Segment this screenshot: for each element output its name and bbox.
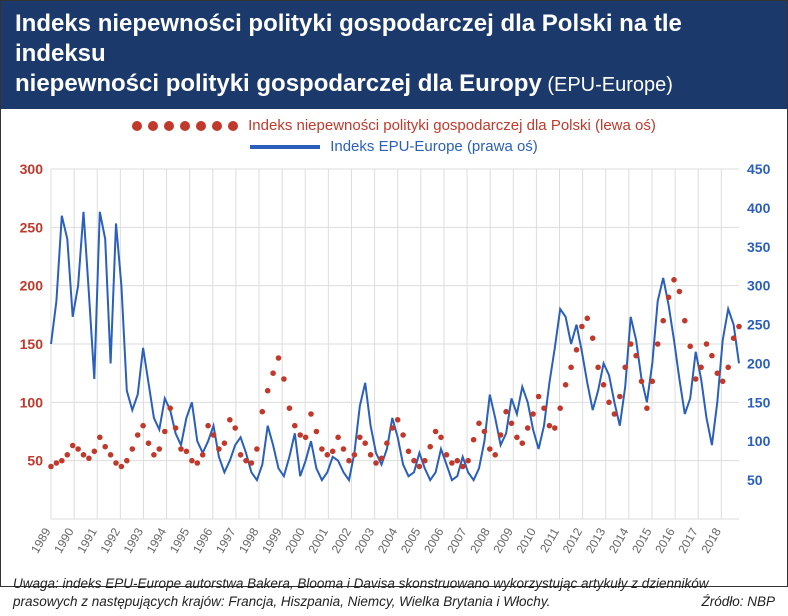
svg-text:250: 250: [747, 317, 771, 333]
chart-area: 50 100 150 200 250 300 50 100 150 200 250 300 350 400…: [1, 159, 788, 569]
title-line2-main: niepewności polityki gospodarczej dla Eu…: [15, 70, 542, 97]
footer-note1-text: Uwaga: indeks EPU-Europe autorstwa Baker…: [13, 576, 709, 591]
series-europe: [51, 212, 739, 480]
svg-text:2005: 2005: [398, 525, 424, 555]
footer: Uwaga: indeks EPU-Europe autorstwa Baker…: [1, 569, 787, 616]
svg-text:2004: 2004: [375, 525, 401, 555]
svg-text:250: 250: [20, 219, 44, 235]
svg-text:450: 450: [747, 161, 771, 177]
legend-poland-label: Indeks niepewności polityki gospodarczej…: [248, 117, 656, 134]
svg-text:300: 300: [20, 161, 44, 177]
legend-europe-marker: [250, 145, 320, 149]
title-line2: niepewności polityki gospodarczej dla Eu…: [15, 69, 773, 99]
legend-dot: [180, 121, 190, 131]
svg-text:1998: 1998: [236, 525, 262, 555]
svg-text:150: 150: [20, 336, 44, 352]
svg-text:150: 150: [747, 394, 771, 410]
series-poland: [48, 277, 742, 469]
svg-text:2001: 2001: [305, 525, 331, 555]
svg-text:200: 200: [20, 278, 44, 294]
chart-header: Indeks niepewności polityki gospodarczej…: [1, 1, 787, 109]
svg-text:350: 350: [747, 239, 771, 255]
svg-text:400: 400: [747, 200, 771, 216]
svg-text:2013: 2013: [583, 525, 609, 555]
svg-text:2000: 2000: [282, 525, 308, 555]
svg-text:2011: 2011: [537, 525, 562, 555]
legend-dot: [132, 121, 142, 131]
footer-note-line2: prasowych z następujących krajów: Francj…: [13, 593, 775, 611]
title-line1: Indeks niepewności polityki gospodarczej…: [15, 9, 773, 69]
svg-text:1996: 1996: [190, 525, 216, 555]
svg-text:2009: 2009: [490, 525, 516, 555]
svg-text:2006: 2006: [421, 525, 447, 555]
svg-text:300: 300: [747, 278, 771, 294]
svg-text:2012: 2012: [560, 525, 586, 555]
footer-source: Źródło: NBP: [701, 593, 775, 611]
svg-text:50: 50: [27, 453, 43, 469]
svg-text:100: 100: [20, 394, 44, 410]
legend-poland-marker: [132, 121, 238, 131]
footer-note2-text: prasowych z następujących krajów: Francj…: [13, 594, 550, 609]
svg-text:2014: 2014: [606, 525, 632, 555]
svg-text:1990: 1990: [51, 525, 77, 555]
svg-text:50: 50: [747, 472, 763, 488]
svg-text:2003: 2003: [352, 525, 378, 555]
title-line2-suffix: (EPU-Europe): [542, 74, 673, 96]
svg-text:2008: 2008: [467, 525, 493, 555]
footer-note-line1: Uwaga: indeks EPU-Europe autorstwa Baker…: [13, 575, 775, 593]
svg-text:1993: 1993: [121, 525, 147, 555]
svg-text:2017: 2017: [675, 525, 701, 555]
legend-dot: [196, 121, 206, 131]
svg-text:2015: 2015: [629, 525, 655, 555]
svg-text:2010: 2010: [514, 525, 540, 555]
svg-text:1997: 1997: [213, 525, 239, 555]
svg-text:2007: 2007: [444, 525, 470, 555]
svg-text:1995: 1995: [167, 525, 193, 555]
svg-text:1989: 1989: [28, 525, 54, 555]
legend-dot: [148, 121, 158, 131]
legend-dot: [212, 121, 222, 131]
legend-europe-label: Indeks EPU-Europe (prawa oś): [330, 138, 538, 155]
legend-dot: [164, 121, 174, 131]
chart-svg: 50 100 150 200 250 300 50 100 150 200 250 300 350 400…: [1, 159, 788, 569]
svg-text:2002: 2002: [329, 525, 355, 555]
svg-text:2016: 2016: [652, 525, 678, 555]
svg-text:100: 100: [747, 433, 771, 449]
legend-dot: [228, 121, 238, 131]
svg-text:200: 200: [747, 355, 771, 371]
legend: Indeks niepewności polityki gospodarczej…: [1, 109, 787, 159]
legend-poland: Indeks niepewności polityki gospodarczej…: [132, 117, 656, 134]
svg-text:1994: 1994: [144, 525, 170, 555]
svg-text:2018: 2018: [698, 525, 724, 555]
legend-europe: Indeks EPU-Europe (prawa oś): [250, 138, 538, 155]
svg-text:1991: 1991: [74, 525, 100, 555]
svg-text:1992: 1992: [97, 525, 123, 555]
svg-text:1999: 1999: [259, 525, 285, 555]
